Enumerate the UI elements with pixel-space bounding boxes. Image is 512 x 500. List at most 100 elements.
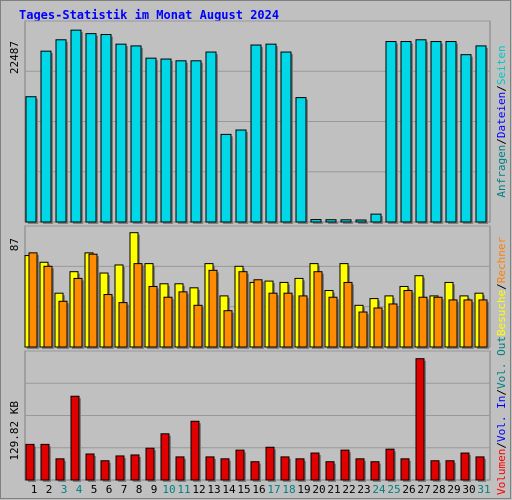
right-label-part: / — [495, 138, 508, 145]
bar-anfragen — [325, 219, 337, 223]
bar-anfragen-shadow — [328, 221, 338, 224]
bar-rechner — [253, 279, 263, 348]
bar-rechner — [418, 296, 428, 348]
bar-rechner — [193, 304, 203, 348]
right-label-part: / — [495, 442, 508, 449]
x-tick-label: 13 — [207, 483, 220, 496]
bar-anfragen — [160, 58, 172, 223]
x-tick-label: 12 — [192, 483, 205, 496]
y-max-label: 22487 — [8, 41, 21, 74]
bar-volumen — [250, 461, 260, 481]
panel-visits: 87 Besuche/Rechner — [8, 225, 508, 349]
bar-anfragen — [190, 60, 202, 223]
bar-rechner — [388, 303, 398, 348]
bar-rechner — [223, 310, 233, 348]
y-max-label: 129.82 KB — [8, 401, 21, 461]
x-tick-label: 19 — [297, 483, 310, 496]
x-tick-label: 22 — [342, 483, 355, 496]
bar-rechner — [343, 281, 353, 348]
bar-volumen — [235, 449, 245, 481]
bar-volumen — [130, 454, 140, 481]
x-tick-label: 7 — [121, 483, 128, 496]
series-legend: Volumen/Vol. In/Vol. Out — [495, 336, 508, 495]
right-label-part: Rechner — [495, 236, 508, 283]
x-tick-label: 17 — [267, 483, 280, 496]
bar-rechner — [433, 296, 443, 348]
bar-rechner — [283, 292, 293, 348]
x-axis-day-labels: 1 2 3 4 5 6 7 8 9 10 11 12 13 14 15 16 17 18 19 20 21 22 23 24 2… — [31, 483, 491, 496]
bar-anfragen — [55, 39, 67, 223]
bar-rechner — [103, 294, 113, 348]
series-legend: Anfragen/Dateien/Seiten — [495, 45, 508, 197]
bar-volumen — [115, 455, 125, 481]
panel-requests: 22487 Anfragen/Dateien/Seiten — [8, 20, 508, 225]
bar-anfragen — [220, 133, 232, 223]
bar-rechner — [58, 300, 68, 348]
bar-volumen — [40, 443, 50, 481]
bar-volumen — [55, 458, 65, 481]
bar-volumen — [100, 460, 110, 481]
bar-anfragen — [265, 43, 277, 223]
bar-anfragen — [445, 41, 457, 223]
x-tick-label: 23 — [357, 483, 370, 496]
x-tick-label: 16 — [252, 483, 265, 496]
x-tick-label: 3 — [61, 483, 68, 496]
bar-rechner — [163, 296, 173, 348]
bar-anfragen — [70, 29, 82, 223]
x-tick-label: 15 — [237, 483, 250, 496]
bar-anfragen — [310, 219, 322, 223]
bar-volumen — [160, 433, 170, 481]
x-tick-label: 5 — [91, 483, 98, 496]
bar-volumen — [295, 458, 305, 481]
bar-rechner — [148, 285, 158, 348]
bar-anfragen — [205, 51, 217, 223]
right-label-part: Volumen — [495, 449, 508, 495]
x-tick-label: 8 — [136, 483, 143, 496]
bar-anfragen — [280, 51, 292, 223]
right-label-part: Vol. Out — [495, 336, 508, 389]
bar-rechner — [43, 265, 53, 348]
bar-volumen — [220, 458, 230, 481]
bar-anfragen — [25, 96, 37, 223]
bar-rechner — [328, 296, 338, 348]
bar-anfragen — [475, 45, 487, 223]
bar-rechner — [73, 277, 83, 348]
x-tick-label: 10 — [162, 483, 175, 496]
bar-anfragen — [130, 45, 142, 223]
bar-anfragen-shadow — [343, 221, 353, 224]
x-tick-label: 28 — [432, 483, 445, 496]
x-tick-label: 29 — [447, 483, 460, 496]
x-tick-label: 27 — [417, 483, 430, 496]
bar-rechner — [178, 291, 188, 348]
bar-rechner — [88, 253, 98, 348]
x-tick-label: 21 — [327, 483, 340, 496]
x-tick-label: 2 — [46, 483, 53, 496]
bar-anfragen — [295, 97, 307, 223]
bar-anfragen — [115, 43, 127, 223]
right-label-part: / — [495, 85, 508, 92]
bar-rechner — [358, 311, 368, 348]
bar-rechner — [478, 299, 488, 348]
bar-volumen — [145, 447, 155, 481]
bar-anfragen — [385, 41, 397, 223]
x-tick-label: 11 — [177, 483, 190, 496]
bar-volumen — [400, 458, 410, 481]
bar-volumen — [370, 461, 380, 481]
series-legend: Besuche/Rechner — [495, 236, 508, 336]
bar-rechner — [313, 271, 323, 348]
right-label-part: Vol. In — [495, 396, 508, 442]
bar-volumen — [310, 452, 320, 481]
bar-volumen — [460, 452, 470, 481]
bar-anfragen — [415, 39, 427, 223]
x-tick-label: 9 — [151, 483, 158, 496]
bar-anfragen — [400, 41, 412, 223]
bar-rechner — [28, 252, 38, 348]
bar-anfragen — [430, 41, 442, 223]
bar-volumen — [430, 460, 440, 481]
bar-rechner — [403, 290, 413, 348]
bar-volumen — [175, 456, 185, 481]
bar-anfragen-shadow — [358, 221, 368, 224]
bar-anfragen — [370, 213, 382, 223]
